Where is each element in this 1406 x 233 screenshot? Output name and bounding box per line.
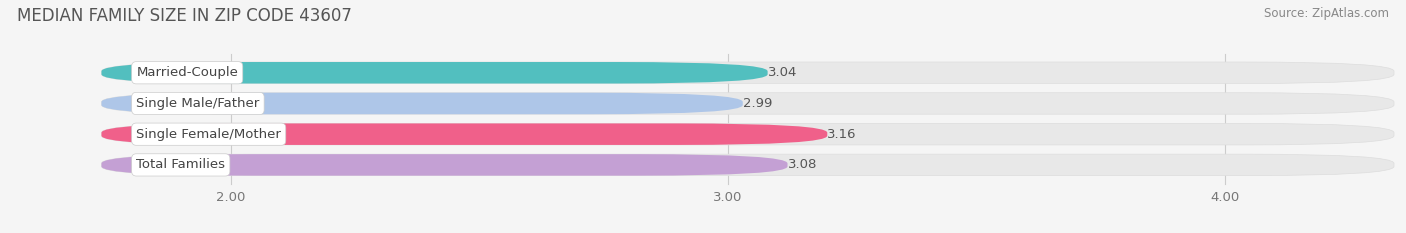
Text: 3.04: 3.04 <box>768 66 797 79</box>
FancyBboxPatch shape <box>101 123 1393 145</box>
Text: Total Families: Total Families <box>136 158 225 171</box>
Text: Single Female/Mother: Single Female/Mother <box>136 128 281 141</box>
Text: Married-Couple: Married-Couple <box>136 66 238 79</box>
FancyBboxPatch shape <box>101 93 1393 114</box>
Text: 2.99: 2.99 <box>742 97 772 110</box>
FancyBboxPatch shape <box>101 123 827 145</box>
Text: 3.16: 3.16 <box>827 128 856 141</box>
FancyBboxPatch shape <box>101 62 1393 83</box>
FancyBboxPatch shape <box>101 62 768 83</box>
Text: MEDIAN FAMILY SIZE IN ZIP CODE 43607: MEDIAN FAMILY SIZE IN ZIP CODE 43607 <box>17 7 352 25</box>
Text: Single Male/Father: Single Male/Father <box>136 97 260 110</box>
Text: Source: ZipAtlas.com: Source: ZipAtlas.com <box>1264 7 1389 20</box>
FancyBboxPatch shape <box>101 154 1393 176</box>
FancyBboxPatch shape <box>101 93 742 114</box>
FancyBboxPatch shape <box>101 154 787 176</box>
Text: 3.08: 3.08 <box>787 158 817 171</box>
